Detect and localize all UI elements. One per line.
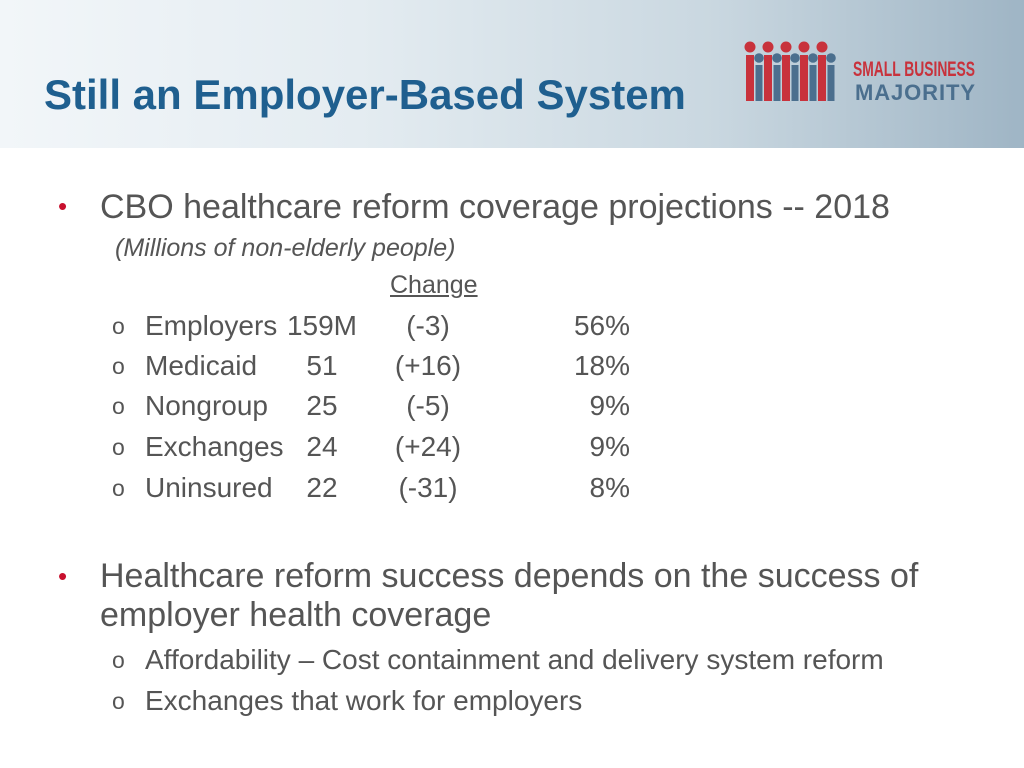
table-row: o Uninsured 22 (-31) 8% xyxy=(0,471,1024,505)
row-value: 24 xyxy=(306,431,338,462)
slide-header: Still an Employer-Based System SMALL BUS… xyxy=(0,0,1024,148)
row-value: 159M xyxy=(286,310,358,341)
bullet-marker: • xyxy=(58,561,68,591)
sub-bullet-marker: o xyxy=(112,647,125,673)
change-column-header: Change xyxy=(390,271,478,299)
row-name: Exchanges xyxy=(145,431,284,462)
slide-title: Still an Employer-Based System xyxy=(44,71,686,118)
row-share: 9% xyxy=(589,431,630,462)
row-share: 56% xyxy=(573,310,630,341)
row-share: 9% xyxy=(589,390,630,421)
row-change: (-31) xyxy=(398,472,458,503)
row-change: (-5) xyxy=(406,390,450,421)
table-row: o Nongroup 25 (-5) 9% xyxy=(0,389,1024,423)
sub-bullet-marker: o xyxy=(112,688,125,714)
row-share: 8% xyxy=(589,472,630,503)
logo-figures xyxy=(744,41,836,101)
list-item: Affordability – Cost containment and del… xyxy=(145,644,884,675)
row-share: 18% xyxy=(573,350,630,381)
row-change: (+16) xyxy=(394,350,462,381)
row-value: 25 xyxy=(306,390,338,421)
table-row: o Medicaid 51 (+16) 18% xyxy=(0,349,1024,383)
row-name: Medicaid xyxy=(145,350,258,381)
logo-figures-blue xyxy=(754,53,836,101)
row-name: Employers xyxy=(145,310,278,341)
logo-line2: MAJORITY xyxy=(855,80,975,105)
row-value: 22 xyxy=(306,472,338,503)
list-item: Exchanges that work for employers xyxy=(145,685,583,716)
table-row: o Employers 159M (-3) 56% xyxy=(0,309,1024,343)
small-business-majority-logo: SMALL BUSINESS MAJORITY xyxy=(744,41,975,105)
section2-heading: Healthcare reform success depends on the… xyxy=(100,557,919,634)
logo-line1: SMALL BUSINESS xyxy=(853,58,975,81)
logo-figures-red xyxy=(744,41,828,101)
section1-heading: CBO healthcare reform coverage projectio… xyxy=(100,188,890,226)
row-name: Uninsured xyxy=(145,472,273,503)
units-note: (Millions of non-elderly people) xyxy=(115,234,456,262)
row-value: 51 xyxy=(306,350,338,381)
row-name: Nongroup xyxy=(145,390,268,421)
sub-bullet-marker: o xyxy=(112,393,125,419)
table-row: o Exchanges 24 (+24) 9% xyxy=(0,430,1024,464)
bullet-marker: • xyxy=(58,191,68,221)
row-change: (-3) xyxy=(406,310,450,341)
row-change: (+24) xyxy=(394,431,462,462)
sub-bullet-marker: o xyxy=(112,475,125,501)
sub-bullet-marker: o xyxy=(112,434,125,460)
sub-bullet-marker: o xyxy=(112,353,125,379)
sub-bullet-marker: o xyxy=(112,313,125,339)
